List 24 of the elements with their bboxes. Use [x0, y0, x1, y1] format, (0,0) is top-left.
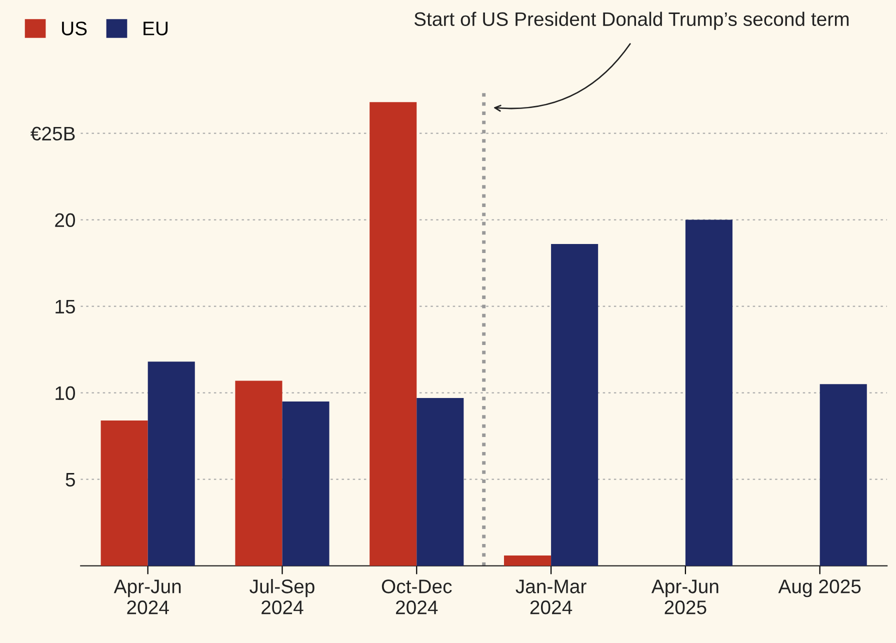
y-tick-label: 5 — [66, 472, 75, 487]
bar — [370, 102, 417, 566]
y-tick-label: €25B — [30, 126, 75, 141]
legend-label: US — [62, 22, 87, 36]
x-tick-label: Jan-Mar 2024 — [516, 580, 586, 614]
bar — [504, 555, 552, 566]
bar — [416, 398, 464, 566]
bar — [685, 220, 732, 566]
x-tick-label: Apr-Jun 2024 — [114, 580, 181, 614]
text: Start of US President Donald Trump’s second term — [414, 12, 849, 30]
bar — [820, 384, 867, 566]
bar — [148, 362, 195, 566]
bar — [235, 380, 282, 566]
y-tick-label: 10 — [56, 386, 76, 400]
legend-label: EU — [144, 22, 168, 36]
x-tick-label: Apr-Jun 2025 — [651, 580, 718, 614]
x-tick-label: Aug 2025 — [778, 580, 861, 598]
x-tick-label: Oct-Dec 2024 — [382, 580, 452, 614]
y-tick-label: 20 — [55, 213, 76, 228]
bar — [100, 420, 148, 566]
y-tick-label: 15 — [56, 300, 75, 314]
x-tick-label: Jul-Sep 2024 — [250, 579, 314, 614]
bar — [282, 401, 330, 566]
bar — [551, 244, 598, 566]
